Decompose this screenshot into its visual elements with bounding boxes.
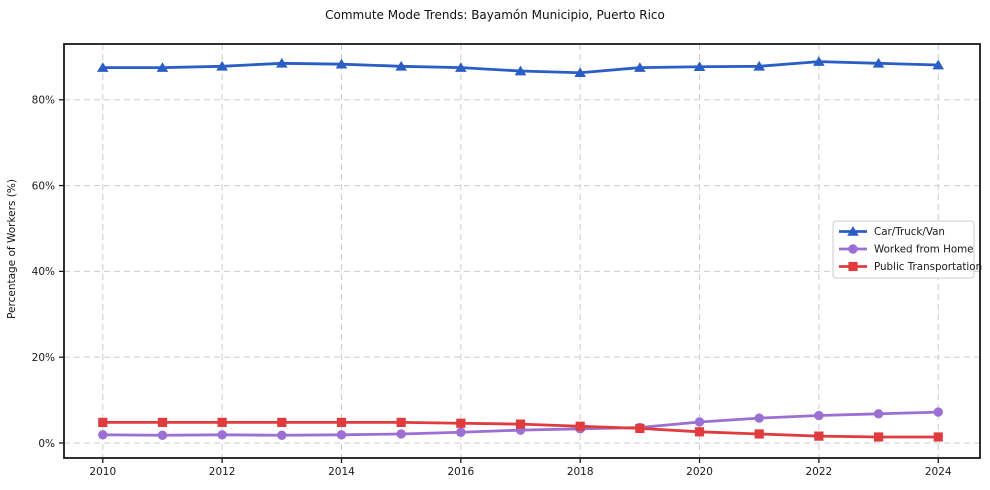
series-marker-2 — [277, 417, 287, 427]
y-tick-label: 0% — [38, 438, 55, 450]
series-marker-0 — [813, 56, 825, 66]
legend-marker — [848, 261, 858, 272]
legend-box — [832, 220, 975, 279]
series-marker-2 — [754, 429, 764, 439]
legend-marker — [847, 226, 859, 236]
x-tick-label: 2012 — [209, 466, 236, 478]
series-marker-1 — [336, 430, 347, 440]
series-marker-0 — [395, 60, 407, 71]
series-marker-2 — [635, 423, 645, 433]
chart-title: Commute Mode Trends: Bayamón Municipio, … — [325, 8, 665, 22]
series-marker-1 — [754, 413, 764, 423]
x-tick-label: 2024 — [925, 466, 952, 478]
series-marker-1 — [814, 410, 824, 421]
series-marker-0 — [276, 57, 288, 68]
legend-label: Public Transportation — [874, 261, 982, 273]
series-marker-1 — [456, 427, 466, 437]
series-marker-0 — [932, 59, 945, 70]
series-marker-2 — [157, 417, 168, 427]
series-marker-0 — [574, 67, 586, 78]
y-tick-label: 40% — [32, 266, 55, 278]
x-tick-label: 2016 — [447, 466, 474, 478]
series-marker-2 — [575, 421, 585, 431]
series-marker-1 — [694, 417, 705, 427]
series-marker-0 — [693, 61, 706, 72]
series-marker-2 — [456, 418, 466, 428]
series-marker-0 — [335, 58, 348, 69]
series-marker-0 — [216, 60, 228, 71]
series-marker-2 — [98, 417, 108, 427]
legend-label: Worked from Home — [874, 244, 974, 256]
legend-label: Car/Truck/Van — [874, 226, 945, 238]
series-marker-1 — [873, 409, 884, 419]
series-marker-2 — [396, 417, 406, 427]
series-marker-2 — [515, 419, 526, 429]
series-marker-1 — [217, 430, 227, 440]
series-marker-1 — [933, 407, 943, 417]
y-tick-label: 20% — [32, 352, 55, 364]
x-tick-label: 2010 — [89, 466, 116, 478]
series-marker-2 — [933, 432, 943, 442]
series-marker-0 — [753, 60, 766, 71]
series-marker-2 — [814, 431, 824, 441]
series-marker-2 — [694, 427, 705, 437]
x-tick-label: 2014 — [328, 466, 355, 478]
series-marker-0 — [514, 65, 527, 76]
y-tick-label: 80% — [32, 95, 55, 107]
series-marker-2 — [336, 417, 347, 427]
series-marker-2 — [217, 417, 227, 427]
x-tick-label: 2022 — [806, 466, 833, 478]
series-marker-0 — [872, 57, 885, 68]
series-marker-2 — [873, 432, 884, 442]
series-marker-1 — [396, 429, 406, 439]
series-marker-0 — [96, 62, 109, 72]
y-tick-label: 60% — [32, 180, 55, 192]
x-tick-label: 2020 — [686, 466, 713, 478]
plot-frame — [63, 43, 981, 459]
series-marker-1 — [157, 430, 168, 440]
legend-marker — [848, 244, 858, 254]
series-marker-0 — [634, 62, 646, 72]
x-tick-label: 2018 — [567, 466, 594, 478]
series-marker-1 — [277, 430, 287, 440]
series-marker-0 — [455, 62, 467, 72]
series-marker-0 — [156, 62, 169, 72]
series-marker-1 — [98, 430, 108, 440]
